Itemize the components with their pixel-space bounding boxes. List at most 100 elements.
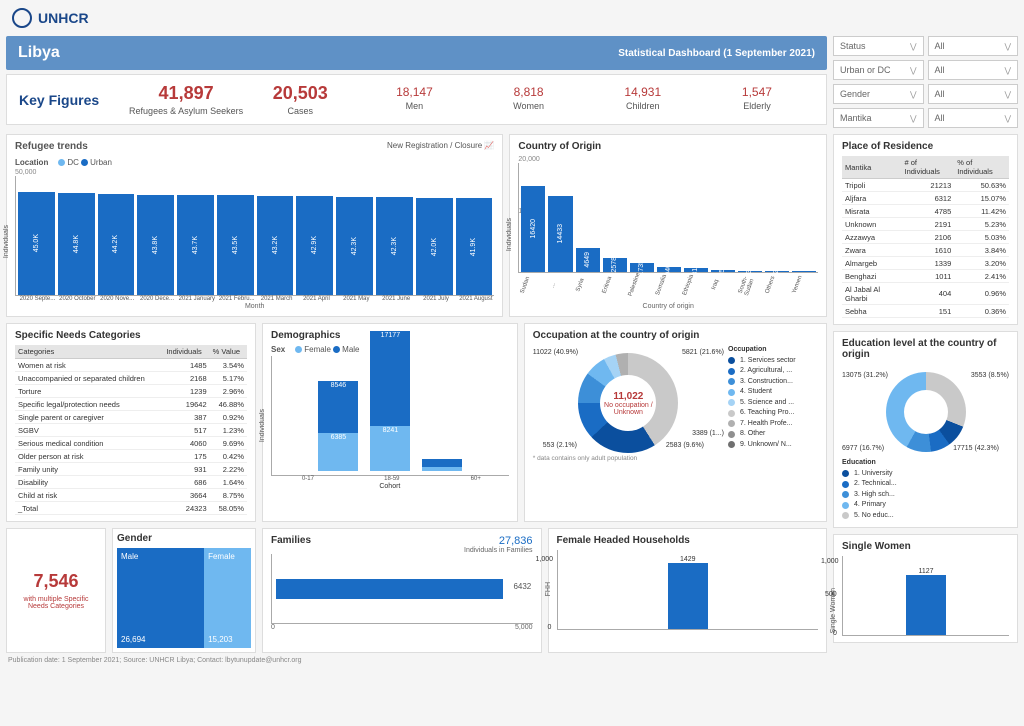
table-cell: 2168 [163,372,209,385]
gender-title: Gender [117,533,251,544]
origin-ymax: 20,000 [518,156,818,163]
table-cell: Azzawya [842,231,901,244]
trends-bar: 44.8K [58,193,95,295]
filter-urban-value[interactable]: All⋁ [928,60,1019,80]
x-tick: 2021 August [457,296,494,303]
table-cell: Almargeb [842,257,901,270]
x-tick: 2020 October [59,296,96,303]
legend-item: 5. No educ... [842,511,1009,522]
filter-status-value[interactable]: All⋁ [928,36,1019,56]
trends-ymax: 50,000 [15,169,494,176]
legend-item: 1. Services sector [728,356,818,367]
table-cell: Unknown [842,218,901,231]
occ-legend-title: Occupation [728,345,818,356]
kf-label: Men [357,101,471,111]
table-cell: Zwara [842,244,901,257]
table-cell: 50.63% [954,179,1009,192]
x-tick: 2021 March [258,296,295,303]
x-tick: ... [545,270,578,306]
table-row: Women at risk14853.54% [15,359,247,372]
line-chart-icon[interactable]: 📈 [484,141,494,150]
demo-segment [422,467,462,471]
families-bar: 6432 [276,579,503,599]
refugee-trends-panel: Refugee trends New Registration / Closur… [6,134,503,317]
demo-segment [422,459,462,467]
legend-item: Urban [81,158,112,167]
table-row: Misrata478511.42% [842,205,1009,218]
trends-bar: 43.5K [217,195,254,295]
x-tick: 2021 June [378,296,415,303]
x-tick: 2021 May [338,296,375,303]
filter-gender-label[interactable]: Gender⋁ [833,84,924,104]
x-tick: 18-59 [359,476,425,483]
table-cell: 3.54% [210,359,247,372]
edu-legend-title: Education [842,458,1009,469]
table-row: Aljfara631215.07% [842,192,1009,205]
edu-ann-2: 17715 (42.3%) [953,445,999,452]
sw-y0: 0 [833,630,837,637]
chevron-down-icon: ⋁ [910,114,917,123]
x-tick: 60+ [443,476,509,483]
filter-status-label[interactable]: Status⋁ [833,36,924,56]
table-cell: 175 [163,450,209,463]
education-panel: Education level at the country of origin… [833,331,1018,528]
trends-title: Refugee trends [15,141,88,152]
occupation-note: * data contains only adult population [533,455,818,462]
x-tick: Eritrea [599,270,632,306]
table-row: Tripoli2121350.63% [842,179,1009,192]
key-figure-item: 41,897Refugees & Asylum Seekers [129,83,243,116]
kf-label: Elderly [700,101,814,111]
occ-ann-0: 11022 (40.9%) [533,349,578,356]
occ-center-label: No occupation / Unknown [600,402,656,416]
table-row: Child at risk36648.75% [15,489,247,502]
country-origin-panel: Country of Origin Individuals 20,000 10,… [509,134,827,317]
filter-mantika-value[interactable]: All⋁ [928,108,1019,128]
dashboard-subtitle: Statistical Dashboard (1 September 2021) [618,48,815,59]
table-cell: 24323 [163,502,209,515]
origin-bar: 4649 [576,248,600,272]
table-cell: SGBV [15,424,163,437]
key-figures-panel: Key Figures 41,897Refugees & Asylum Seek… [6,74,827,125]
table-row: SGBV5171.23% [15,424,247,437]
filter-mantika-label[interactable]: Mantika⋁ [833,108,924,128]
trends-xlabel: Month [15,303,494,310]
table-header: Mantika [842,156,901,179]
x-tick: Syria [572,270,605,306]
table-cell: 0.92% [210,411,247,424]
table-cell: _Total [15,502,163,515]
demographics-panel: Demographics SexFemale Male Individuals … [262,323,518,522]
demo-ylabel: Individuals [259,409,266,442]
education-donut [886,372,966,452]
table-header: Individuals [163,345,209,359]
demo-legend-label: Sex [271,345,285,354]
logo-icon [12,8,32,28]
filter-urban-label[interactable]: Urban or DC⋁ [833,60,924,80]
table-header: Categories [15,345,163,359]
table-cell: 387 [163,411,209,424]
table-row: Torture12392.96% [15,385,247,398]
x-tick: 2020 Dece... [139,296,176,303]
logo-text: UNHCR [38,10,89,26]
legend-item: 3. High sch... [842,490,1009,501]
origin-bar: 16420 [521,186,545,272]
table-cell: Child at risk [15,489,163,502]
single-women-panel: Single Women Single Women 1,000 500 0 11… [833,534,1018,643]
table-cell: 1011 [901,270,954,283]
table-cell: 11.42% [954,205,1009,218]
table-cell: 0.42% [210,450,247,463]
table-cell: Misrata [842,205,901,218]
key-figure-item: 1,547Elderly [700,83,814,116]
fhh-panel: Female Headed Households FHH 1,000 0 142… [548,528,828,653]
demo-column: 171778241 [370,331,410,471]
legend-item: DC [58,158,79,167]
legend-item: Female [295,345,331,354]
kf-label: Refugees & Asylum Seekers [129,106,243,116]
table-cell: 2.22% [210,463,247,476]
x-tick: South-Sudan [735,270,768,306]
residence-title: Place of Residence [842,141,1009,152]
filter-gender-value[interactable]: All⋁ [928,84,1019,104]
x-tick: 0-17 [275,476,341,483]
table-cell: Specific legal/protection needs [15,398,163,411]
gender-block: Female15,203 [204,548,251,648]
kf-label: Cases [243,106,357,116]
